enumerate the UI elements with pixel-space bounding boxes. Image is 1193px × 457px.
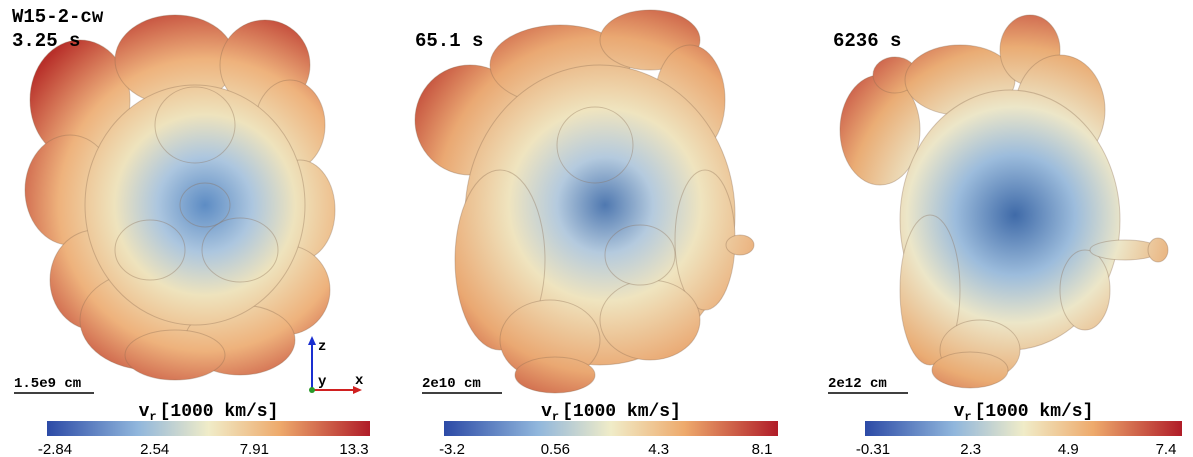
scale-bar-label: 1.5e9 cm: [14, 376, 81, 392]
colorbar-unit: [1000 km/s]: [975, 402, 1094, 422]
panel-label: 3.25 s: [12, 30, 80, 52]
colorbar-tick-label: 7.91: [240, 441, 269, 457]
axis-label: x: [355, 373, 364, 389]
render-blob: [25, 15, 335, 380]
colorbar-unit: [1000 km/s]: [562, 402, 681, 422]
colorbar: [47, 421, 370, 436]
colorbar-tick-label: 8.1: [752, 441, 773, 457]
axis-label: z: [318, 339, 326, 355]
colorbar-symbol: v: [541, 402, 552, 422]
colorbar-symbol: v: [139, 402, 150, 422]
panel-label: W15-2-cw: [12, 6, 104, 28]
colorbar-tick-label: 2.3: [960, 441, 981, 457]
colorbar-tick-label: 2.54: [140, 441, 169, 457]
colorbar-tick-label: -0.31: [856, 441, 890, 457]
colorbar-tick-label: 7.4: [1156, 441, 1177, 457]
colorbar-tick-label: 4.3: [648, 441, 669, 457]
colorbar-title: vr[1000 km/s]: [541, 402, 681, 424]
page: {"panels": [ {"labels": ["W15-2-cw", "3.…: [0, 0, 1193, 457]
colorbar-tick-label: 0.56: [541, 441, 570, 457]
axes-triad: z y x: [308, 336, 364, 394]
colorbar-unit: [1000 km/s]: [160, 402, 279, 422]
panel-label: 65.1 s: [415, 30, 483, 52]
scale-bar-label: 2e12 cm: [828, 376, 887, 392]
render-blob: [840, 15, 1168, 388]
panel-label: 6236 s: [833, 30, 901, 52]
figure: z y x W15-2-cw3.25 s 1.5e9 cm vr[1000 km/s…: [0, 0, 1193, 457]
colorbar-symbol: v: [954, 402, 965, 422]
render-blob: [415, 10, 754, 393]
colorbar-title: vr[1000 km/s]: [954, 402, 1094, 424]
colorbar-title: vr[1000 km/s]: [139, 402, 279, 424]
colorbar: [444, 421, 778, 436]
colorbar-tick-label: -3.2: [439, 441, 465, 457]
scale-bar-label: 2e10 cm: [422, 376, 481, 392]
colorbar: [865, 421, 1182, 436]
colorbar-tick-label: 4.9: [1058, 441, 1079, 457]
colorbar-tick-label: 13.3: [339, 441, 368, 457]
axis-label: y: [318, 374, 327, 390]
colorbar-tick-label: -2.84: [38, 441, 72, 457]
